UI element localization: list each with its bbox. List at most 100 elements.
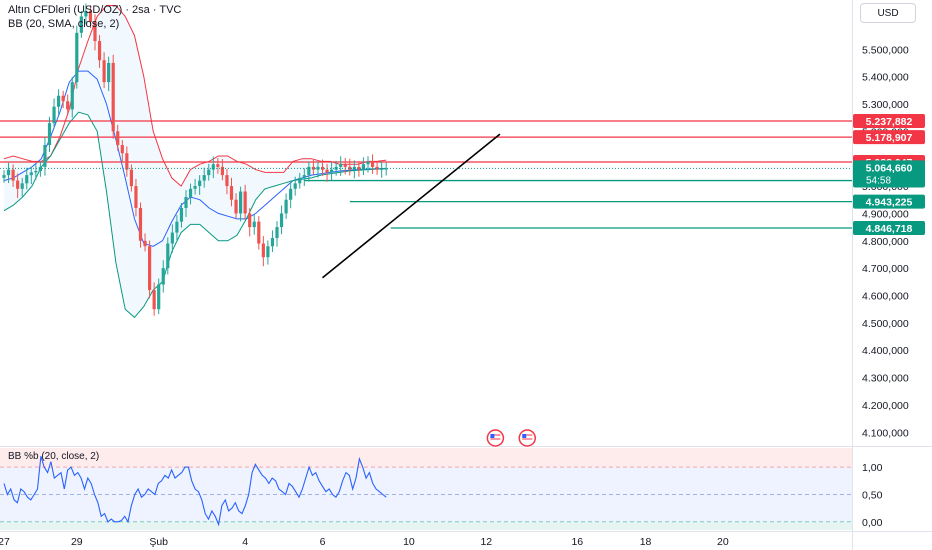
event-flag-icon[interactable] (518, 429, 536, 447)
candle (257, 216, 261, 250)
candle-body (320, 166, 325, 170)
candle (152, 282, 156, 316)
candle (384, 162, 388, 176)
candle-body (207, 169, 211, 176)
candle-body (57, 95, 61, 107)
candle (29, 166, 33, 185)
candle-body (179, 207, 184, 222)
candle-body (279, 213, 284, 228)
candle (307, 161, 311, 182)
candle-body (343, 164, 347, 167)
candle-body (266, 246, 270, 258)
candle-body (261, 243, 265, 258)
candle-body (66, 101, 70, 110)
price-tick-label: 4.600,000 (862, 291, 909, 303)
candle (339, 156, 343, 176)
candle (70, 76, 74, 118)
candle-body (25, 175, 29, 184)
candle-body (79, 16, 83, 33)
candle (20, 177, 24, 197)
candle-body (129, 169, 133, 187)
candle (325, 163, 329, 182)
level-tag (853, 221, 925, 236)
candle-body (270, 238, 275, 247)
candle-body (70, 82, 74, 110)
event-flag-icon[interactable] (486, 429, 505, 447)
candle (93, 14, 97, 51)
candle (34, 163, 38, 180)
candle (198, 175, 202, 195)
candle-body (193, 186, 197, 189)
price-tick-label: 4.700,000 (862, 263, 909, 275)
percent-b-overbought-band (0, 448, 852, 468)
candle (111, 54, 115, 139)
candle (252, 214, 256, 235)
candle (116, 124, 120, 151)
candle-body (11, 169, 15, 181)
candle (202, 167, 206, 188)
candle (352, 160, 356, 179)
percent-b-tick-label: 0,50 (862, 489, 883, 501)
percent-b-oversold-band (0, 521, 852, 530)
bb-percent-b-label[interactable]: BB %b (20, close, 2) (8, 451, 100, 462)
candle (75, 25, 79, 89)
candle-body (166, 243, 170, 269)
candle (248, 208, 252, 237)
candle (298, 172, 302, 189)
candle (66, 94, 70, 115)
time-tick-label: 20 (717, 536, 729, 548)
candle (84, 3, 88, 25)
time-tick-label: 6 (320, 536, 326, 548)
price-tick-label: 4.500,000 (862, 318, 909, 330)
candle (330, 161, 334, 181)
candle-body (366, 161, 370, 165)
level-tag-label: 4.846,718 (866, 223, 913, 235)
bb-upper-line (3, 5, 387, 187)
candle-body (161, 268, 165, 285)
candle (320, 159, 325, 176)
current-price-label: 5.064,660 (866, 162, 913, 174)
candle-body (325, 169, 329, 173)
candle-body (361, 164, 366, 170)
percent-b-tick-label: 1,00 (862, 462, 883, 474)
candle-body (257, 221, 261, 244)
price-tick-label: 5.500,000 (862, 44, 909, 56)
time-tick-label: 10 (403, 536, 415, 548)
time-tick-label: 4 (242, 536, 248, 548)
percent-b-line (3, 456, 387, 527)
candle (16, 173, 20, 199)
candle-body (152, 290, 156, 310)
candle (225, 168, 229, 195)
candle (129, 164, 133, 192)
candle-body (16, 180, 20, 189)
symbol-title: Altın CFDleri (USD/OZ) · 2sa · TVC (8, 4, 182, 16)
candle (166, 237, 170, 275)
candle (184, 190, 188, 217)
candle (220, 158, 224, 181)
time-tick-label: 18 (640, 536, 652, 548)
candle-body (157, 284, 161, 310)
candle-body (184, 197, 188, 208)
current-price-tag (853, 160, 925, 187)
candle (266, 240, 270, 265)
currency-button[interactable]: USD (860, 3, 916, 23)
candle-body (188, 188, 193, 198)
candle-body (293, 183, 297, 189)
trendline (321, 133, 501, 279)
candle (216, 158, 220, 174)
candle (138, 202, 143, 248)
candle-body (211, 164, 215, 170)
candle-body (143, 240, 147, 247)
bb-indicator-label[interactable]: BB (20, SMA, close, 2) (8, 18, 120, 30)
candle-body (52, 106, 56, 124)
candle-body (107, 62, 111, 83)
price-tick-label: 4.100,000 (862, 427, 909, 439)
candle-body (252, 221, 256, 228)
candle-body (384, 168, 388, 170)
candle-body (29, 172, 33, 176)
time-tick-label: Şub (149, 536, 168, 548)
candle-body (102, 60, 106, 83)
candle-body (198, 180, 202, 187)
candle-body (234, 199, 238, 214)
